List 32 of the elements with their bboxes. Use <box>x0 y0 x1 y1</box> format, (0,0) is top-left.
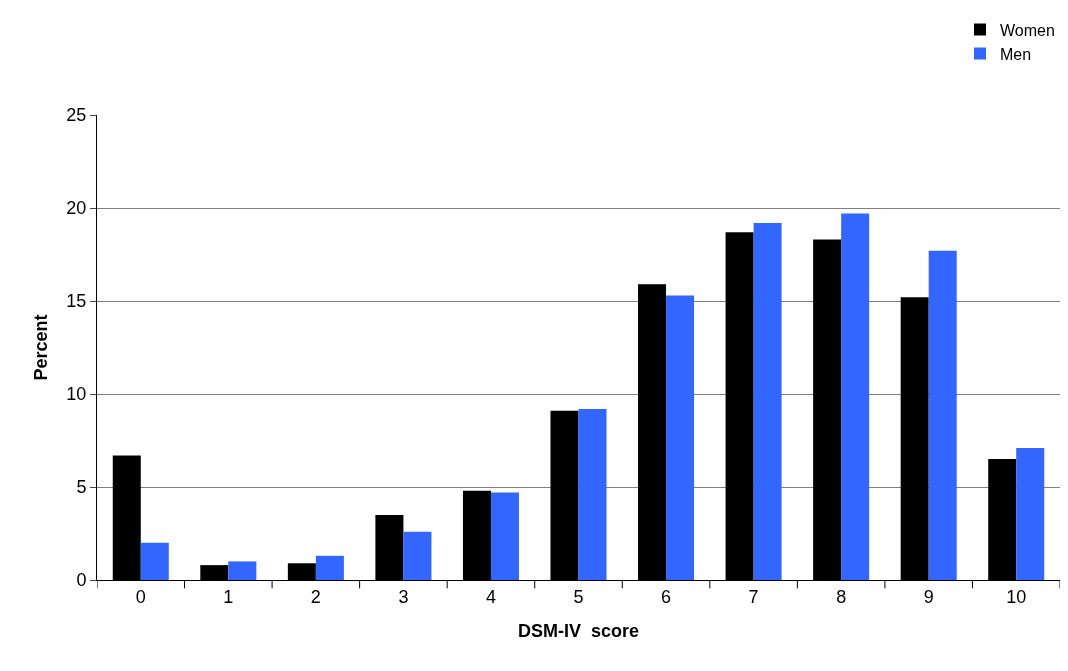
y-axis-title: Percent <box>30 314 51 381</box>
legend-label: Men <box>1000 45 1032 63</box>
legend-label: Women <box>1000 21 1055 39</box>
bar <box>578 408 607 580</box>
bar <box>928 250 957 580</box>
bar <box>666 295 695 580</box>
x-tick-label: 5 <box>573 586 584 607</box>
x-tick-label: 3 <box>398 586 409 607</box>
x-tick-label: 6 <box>661 586 672 607</box>
bar <box>1016 447 1045 580</box>
x-tick-label: 2 <box>310 586 321 607</box>
bar <box>490 492 519 580</box>
x-tick-label: 8 <box>836 586 847 607</box>
y-tick-label: 0 <box>76 570 87 591</box>
x-axis-title: DSM-IV score <box>517 620 640 641</box>
x-tick-label: 9 <box>923 586 934 607</box>
y-tick-label: 20 <box>66 198 87 219</box>
bar <box>841 213 870 580</box>
bar <box>315 555 344 580</box>
bar <box>140 542 169 580</box>
x-tick-label: 7 <box>748 586 759 607</box>
x-tick-label: 10 <box>1006 586 1027 607</box>
bar <box>228 561 257 580</box>
y-tick-label: 10 <box>66 384 87 405</box>
x-tick-label: 0 <box>135 586 146 607</box>
y-tick-label: 5 <box>76 477 87 498</box>
y-tick-label: 25 <box>66 105 87 126</box>
bar <box>753 222 782 580</box>
bar <box>403 531 432 580</box>
x-tick-label: 1 <box>223 586 234 607</box>
y-tick-label: 15 <box>66 291 87 312</box>
x-tick-label: 4 <box>485 586 496 607</box>
